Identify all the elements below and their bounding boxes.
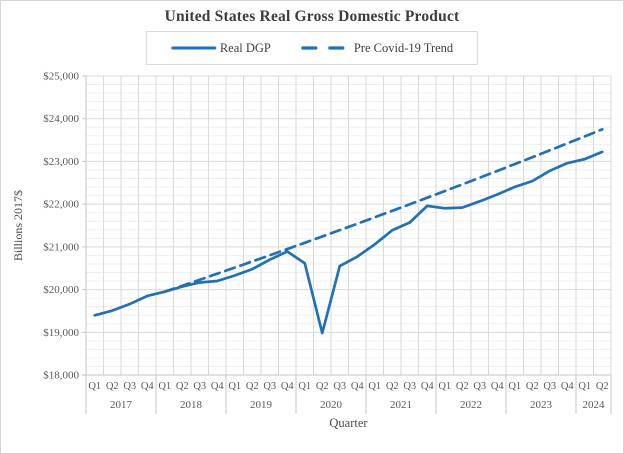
x-tick-quarter-label: Q1: [298, 381, 311, 392]
legend: Real DGP Pre Covid-19 Trend: [145, 31, 479, 65]
x-tick-quarter-label: Q3: [193, 381, 206, 392]
x-tick-quarter-label: Q3: [263, 381, 276, 392]
x-tick-year-label: 2021: [390, 399, 412, 411]
x-tick-quarter-label: Q2: [246, 381, 259, 392]
x-tick-quarter-label: Q4: [351, 381, 365, 392]
x-tick-quarter-label: Q3: [123, 381, 136, 392]
x-tick-quarter-label: Q1: [158, 381, 171, 392]
legend-label-real-gdp: Real DGP: [219, 40, 271, 55]
y-tick-label: $24,000: [43, 113, 79, 125]
x-tick-quarter-label: Q2: [106, 381, 119, 392]
y-tick-label: $22,000: [43, 199, 79, 211]
x-tick-quarter-label: Q3: [403, 381, 416, 392]
x-tick-quarter-label: Q3: [473, 381, 486, 392]
legend-label-trend: Pre Covid-19 Trend: [353, 40, 454, 55]
x-tick-year-label: 2019: [250, 399, 273, 411]
x-tick-quarter-label: Q3: [333, 381, 346, 392]
y-tick-label: $21,000: [43, 241, 79, 253]
y-tick-label: $18,000: [43, 370, 79, 382]
x-tick-year-label: 2024: [583, 399, 606, 411]
chart-title: United States Real Gross Domestic Produc…: [164, 8, 460, 25]
x-tick-year-label: 2023: [530, 399, 553, 411]
x-tick-quarter-label: Q4: [491, 381, 505, 392]
legend-item-trend: Pre Covid-19 Trend: [301, 41, 453, 56]
x-tick-quarter-label: Q2: [526, 381, 539, 392]
x-tick-quarter-label: Q1: [578, 381, 591, 392]
x-tick-quarter-label: Q2: [176, 381, 189, 392]
x-tick-year-label: 2022: [460, 399, 482, 411]
y-axis-title: Billions 2017$: [11, 190, 25, 261]
series-line-real-gdp: [93, 150, 604, 335]
y-tick-label: $20,000: [43, 284, 79, 296]
legend-item-real-gdp: Real DGP: [171, 41, 271, 56]
y-tick-label: $25,000: [43, 71, 79, 83]
y-tick-label: $23,000: [43, 156, 79, 168]
x-tick-quarter-label: Q4: [561, 381, 575, 392]
solid-line-sample-icon: [171, 46, 217, 50]
x-tick-quarter-label: Q3: [543, 381, 556, 392]
x-tick-quarter-label: Q4: [141, 381, 155, 392]
x-tick-quarter-label: Q2: [316, 381, 329, 392]
x-axis-title: Quarter: [329, 416, 368, 430]
x-tick-quarter-label: Q4: [281, 381, 295, 392]
y-tick-label: $19,000: [43, 327, 79, 339]
x-tick-quarter-label: Q1: [88, 381, 101, 392]
x-tick-year-label: 2017: [110, 399, 133, 411]
x-tick-quarter-label: Q1: [228, 381, 241, 392]
x-tick-year-label: 2020: [320, 399, 343, 411]
x-tick-quarter-label: Q2: [596, 381, 609, 392]
x-tick-quarter-label: Q4: [211, 381, 225, 392]
x-tick-quarter-label: Q1: [508, 381, 521, 392]
x-tick-year-label: 2018: [180, 399, 203, 411]
dashed-line-sample-icon: [301, 46, 351, 50]
x-tick-quarter-label: Q2: [456, 381, 469, 392]
x-tick-quarter-label: Q1: [438, 381, 451, 392]
x-tick-quarter-label: Q4: [421, 381, 435, 392]
x-tick-quarter-label: Q1: [368, 381, 381, 392]
x-tick-quarter-label: Q2: [386, 381, 399, 392]
series-line-trend: [163, 128, 604, 294]
